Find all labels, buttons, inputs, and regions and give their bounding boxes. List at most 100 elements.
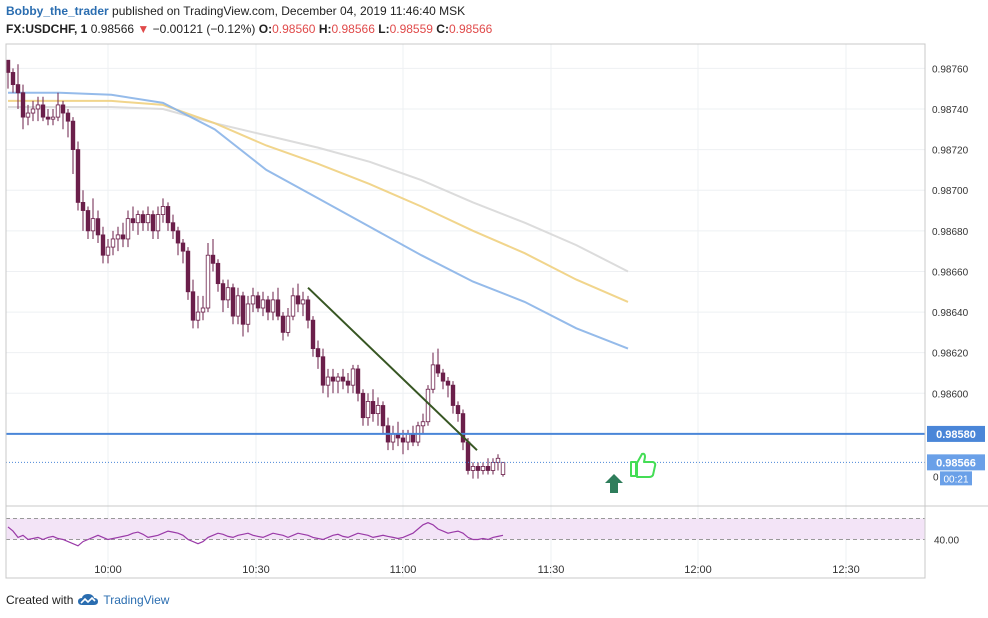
author-name[interactable]: Bobby_the_trader — [6, 4, 109, 18]
candle — [285, 308, 291, 337]
candle — [445, 377, 451, 398]
candle-body — [430, 364, 436, 390]
candle — [125, 210, 131, 248]
candle — [190, 279, 196, 329]
candle — [175, 226, 181, 256]
candle — [10, 68, 16, 93]
candle — [375, 397, 381, 426]
y-tick-label: 0.98640 — [932, 308, 969, 319]
candle — [205, 243, 211, 313]
candle-body — [185, 250, 191, 293]
candle-body — [480, 466, 486, 471]
candle — [145, 206, 151, 231]
candle — [70, 117, 76, 174]
x-tick-label: 10:30 — [242, 564, 270, 576]
candle-body — [125, 218, 131, 240]
candle-body — [65, 112, 71, 122]
last-price: 0.98566 — [90, 22, 135, 36]
candle-body — [55, 104, 61, 118]
x-tick-label: 11:00 — [390, 564, 417, 576]
candle-body — [140, 214, 146, 224]
candle — [130, 206, 136, 231]
candle-body — [400, 437, 406, 443]
candle-body — [330, 376, 336, 382]
candle — [90, 198, 96, 239]
candle — [470, 462, 476, 479]
candle — [485, 458, 491, 475]
candle — [165, 202, 171, 231]
candle-body — [315, 348, 321, 358]
candle — [365, 393, 371, 426]
candle — [345, 372, 351, 394]
candle — [410, 425, 416, 447]
candle — [215, 259, 221, 292]
chart-drawings: 0.98580 0.98566 00:21 0 — [6, 286, 985, 493]
candle — [65, 108, 71, 138]
candle — [390, 425, 396, 451]
candle — [110, 230, 116, 256]
candle — [120, 222, 126, 248]
candle — [320, 348, 326, 394]
high-label: H: — [318, 22, 332, 36]
candle-body — [25, 112, 31, 118]
candle — [430, 352, 436, 394]
candle-body — [20, 92, 26, 118]
candle-body — [200, 307, 206, 313]
candle-body — [105, 246, 111, 256]
candle — [480, 462, 486, 475]
candle — [325, 368, 331, 398]
candle-body — [80, 202, 86, 211]
candle — [435, 348, 441, 378]
candle-body — [365, 401, 371, 419]
candle-body — [15, 84, 21, 94]
candle-body — [370, 401, 376, 415]
candle-body — [260, 299, 266, 309]
candle — [295, 283, 301, 313]
candle — [330, 368, 336, 394]
candle — [275, 287, 281, 321]
candle — [200, 295, 206, 321]
candle — [460, 409, 466, 451]
candle-body — [350, 368, 356, 386]
candle — [210, 238, 216, 272]
candle — [260, 291, 266, 317]
candle — [355, 364, 361, 402]
candle-body — [320, 356, 326, 386]
candle — [220, 279, 226, 313]
candle-body — [440, 372, 446, 382]
candle — [420, 413, 426, 434]
chart-frame — [5, 43, 926, 579]
candle — [340, 368, 346, 390]
candle — [45, 108, 51, 126]
published-text: published on TradingView.com, December 0… — [112, 4, 466, 18]
candle-body — [270, 299, 276, 313]
candle-body — [195, 311, 201, 321]
candle — [490, 458, 496, 475]
candle — [195, 295, 201, 329]
candle — [310, 316, 316, 357]
candle — [135, 210, 141, 235]
y-tick-label: 0.98740 — [932, 105, 969, 116]
candle — [100, 226, 106, 264]
candle — [240, 291, 246, 337]
candle-body — [255, 295, 261, 309]
y-tick-label-partial: 0 — [933, 472, 939, 483]
candle — [370, 389, 376, 422]
candle-body — [225, 287, 231, 301]
ema-line-yellow — [8, 99, 629, 303]
tradingview-link[interactable]: TradingView — [103, 593, 170, 607]
candle-body — [360, 392, 366, 419]
candle-body — [175, 230, 181, 244]
candle-body — [220, 283, 226, 301]
candle-body — [325, 376, 331, 386]
change-value: −0.00121 (−0.12%) — [152, 22, 256, 36]
candle-body — [235, 295, 241, 317]
support-price-label: 0.98580 — [936, 429, 976, 441]
candle-body — [450, 384, 456, 406]
candle — [180, 238, 186, 264]
candle — [360, 389, 366, 426]
candle — [30, 100, 36, 122]
candle — [155, 206, 161, 239]
candle-body — [455, 405, 461, 415]
